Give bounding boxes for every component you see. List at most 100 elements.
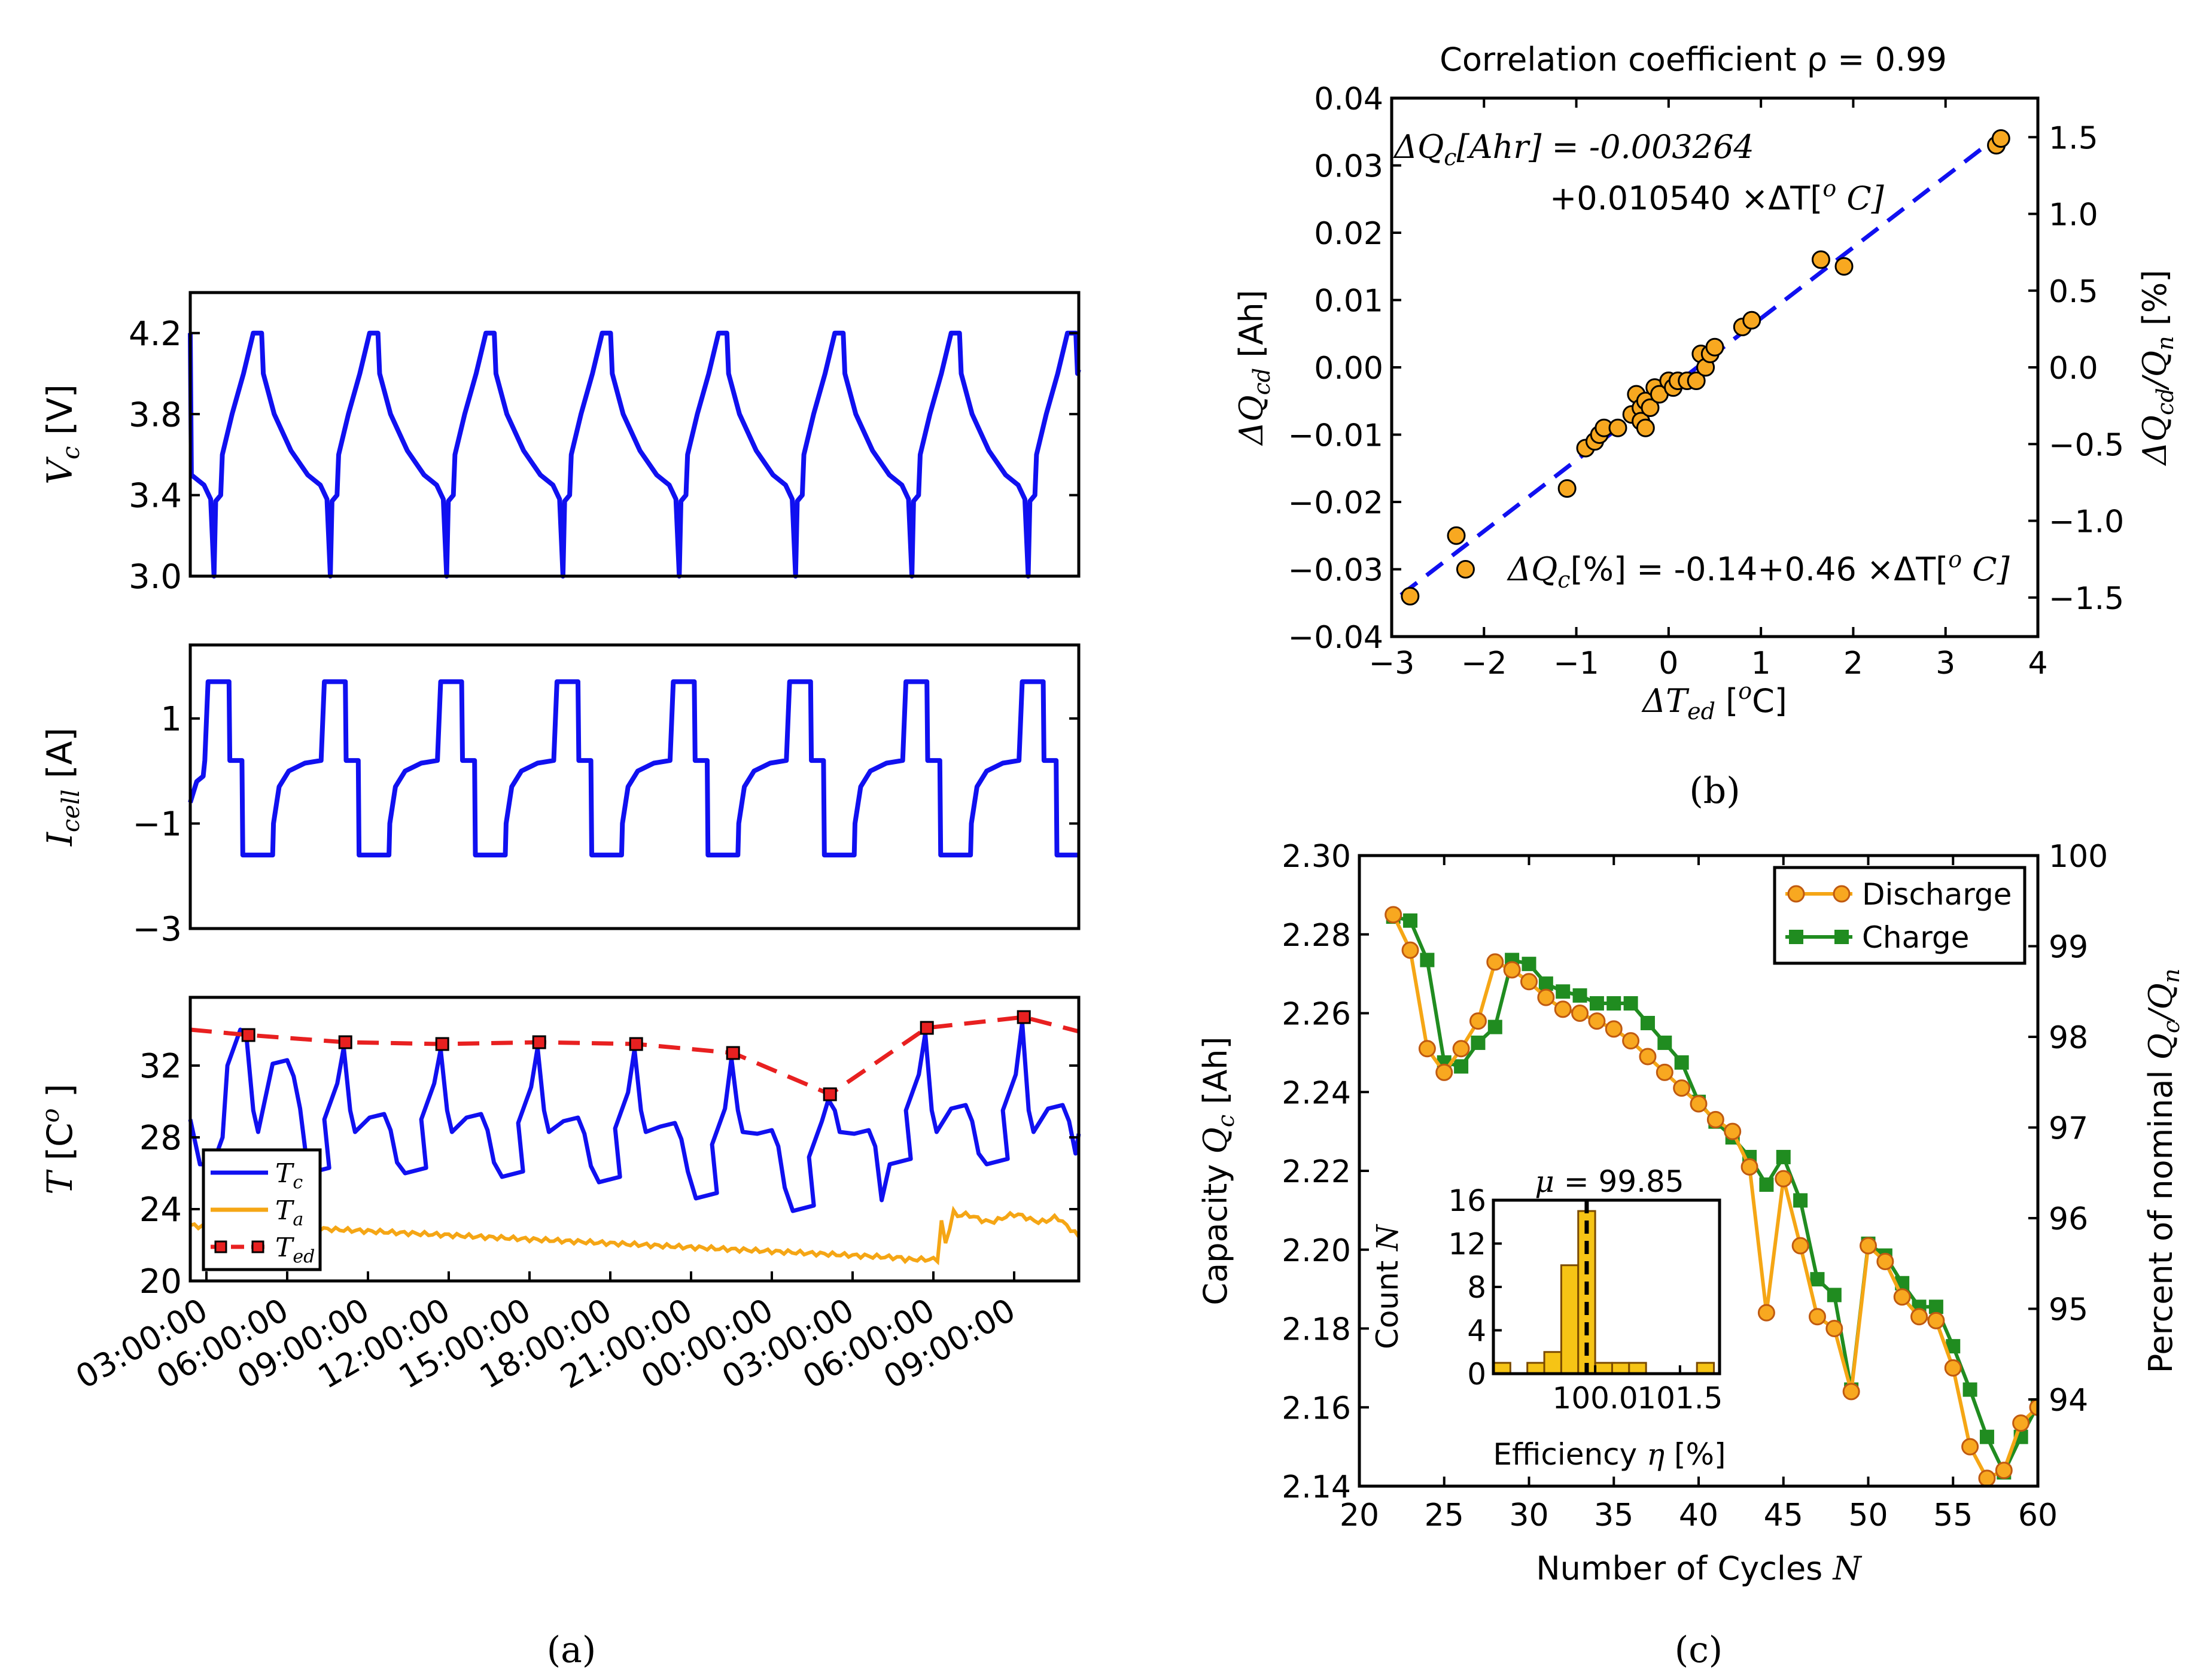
ytick-label: 2.30 (1282, 839, 1351, 875)
panel-c-caption: (c) (1675, 1629, 1723, 1671)
discharge-marker (1435, 1063, 1453, 1081)
scatter-point (1636, 418, 1655, 437)
legend-label-charge: Charge (1862, 920, 1969, 955)
ytick-label: 0.02 (1314, 216, 1383, 252)
xtick-label: 50 (1848, 1498, 1888, 1533)
ytick-label: 3.8 (129, 395, 182, 434)
charge-marker (1572, 988, 1587, 1003)
histogram-bar (1594, 1362, 1613, 1375)
scatter-xticks: −3 −2 −1 0 1 2 3 4 (1369, 98, 2048, 681)
ytick-label: 8 (1467, 1270, 1486, 1305)
discharge-marker (1910, 1308, 1928, 1326)
xtick-label: 45 (1764, 1498, 1803, 1533)
discharge-marker (1757, 1304, 1775, 1322)
y2tick-label: 1.0 (2049, 197, 2098, 233)
scatter-point (1705, 337, 1724, 357)
legend-marker-discharge (1787, 885, 1805, 903)
charge-marker (1589, 996, 1604, 1011)
discharge-marker (1825, 1320, 1843, 1337)
discharge-marker (1656, 1063, 1673, 1081)
panel-a-caption: (a) (547, 1629, 597, 1671)
discharge-marker (1418, 1040, 1436, 1058)
legend-label-discharge: Discharge (1862, 877, 2012, 912)
capacity-xticks: 20 25 30 35 40 45 50 55 60 (1340, 856, 2058, 1533)
discharge-marker (1385, 906, 1402, 924)
capacity-y2ticks: 94 95 96 97 98 99 100 (2028, 839, 2108, 1419)
y2tick-label: −1.5 (2049, 581, 2124, 617)
temperature-ylabel: T [Co ] (37, 1084, 80, 1194)
capacity-xlabel: Number of Cycles N (1536, 1550, 1862, 1587)
discharge-marker (1401, 941, 1419, 959)
y2tick-label: 95 (2049, 1292, 2088, 1328)
panel-b-caption: (b) (1689, 770, 1740, 812)
panel-a: 3.0 3.4 3.8 4.2 Vc [V] −3 −1 1 Icell [A] 20 24… (37, 291, 1081, 1671)
discharge-marker (1706, 1110, 1724, 1128)
scatter-ylabel-right: ΔQcd/Qn [%] (2136, 270, 2178, 466)
temperature-frame (188, 996, 1081, 1283)
y2tick-label: 99 (2049, 930, 2088, 966)
current-axis: −3 −1 1 Icell [A] (39, 643, 1081, 949)
xtick-label: 40 (1679, 1498, 1718, 1533)
regression-annotation-ah-line2: +0.010540 ×ΔT[o C] (1550, 175, 1885, 217)
discharge-marker (1978, 1469, 1996, 1486)
current-frame (188, 643, 1081, 930)
ted-marker (435, 1037, 449, 1051)
discharge-marker (1808, 1308, 1826, 1326)
inset-ylabel: Count N (1370, 1224, 1405, 1349)
discharge-marker (1537, 988, 1555, 1006)
scatter-point (1608, 418, 1627, 437)
discharge-marker (1469, 1012, 1487, 1030)
discharge-marker (1995, 1462, 2013, 1480)
y2tick-label: 100 (2049, 839, 2108, 875)
y2tick-label: −0.5 (2049, 427, 2124, 463)
ytick-label: 4 (1467, 1314, 1486, 1349)
histogram-bar (1526, 1362, 1545, 1375)
ytick-label: −0.04 (1288, 620, 1383, 656)
regression-line (1399, 132, 2003, 597)
inset-yticks: 0 4 8 12 16 (1448, 1183, 1502, 1392)
charge-marker (1962, 1382, 1977, 1397)
discharge-marker (1876, 1253, 1894, 1271)
voltage-ylabel: Vc [V] (39, 384, 85, 485)
discharge-marker (2029, 1398, 2038, 1416)
y2tick-label: 0.0 (2049, 351, 2098, 386)
scatter-y2ticks: −1.5 −1.0 −0.5 0.0 0.5 1.0 1.5 (2028, 120, 2124, 617)
charge-marker (1759, 1177, 1774, 1192)
ytick-label: 2.16 (1282, 1390, 1351, 1426)
scatter-yticks: −0.04 −0.03 −0.02 −0.01 0.00 0.01 0.02 0.03 0.04 (1288, 81, 1401, 656)
discharge-marker (1486, 953, 1504, 971)
legend-label-ted: Ted (275, 1232, 315, 1267)
ytick-label: 0.04 (1314, 81, 1383, 117)
scatter-point (1557, 479, 1577, 498)
charge-marker (1556, 984, 1571, 999)
voltage-plot-area (188, 330, 1081, 579)
discharge-marker (1639, 1048, 1657, 1066)
ytick-label: 0.00 (1314, 351, 1383, 386)
y2tick-label: 0.5 (2049, 274, 2098, 310)
ytick-label: 3.4 (129, 477, 182, 516)
scatter-point (1401, 587, 1420, 605)
ted-marker (532, 1035, 546, 1049)
ytick-label: 0.03 (1314, 149, 1383, 185)
charge-marker (1979, 1429, 1994, 1444)
ytick-label: 28 (139, 1119, 182, 1158)
xtick-label: −3 (1369, 646, 1415, 681)
legend-marker-ted (251, 1240, 264, 1253)
charge-marker (1640, 1015, 1655, 1030)
scatter-xlabel: ΔTed [oC] (1641, 678, 1787, 725)
charge-marker (1810, 1272, 1825, 1287)
discharge-marker (1791, 1237, 1809, 1255)
legend-marker-ted (214, 1240, 227, 1253)
discharge-marker (1860, 1237, 1877, 1255)
y2tick-label: 97 (2049, 1111, 2088, 1147)
discharge-marker (1520, 973, 1538, 991)
scatter-point (1687, 372, 1706, 390)
scatter-point (1834, 257, 1854, 276)
ytick-label: 3.0 (129, 558, 182, 596)
discharge-marker (1622, 1032, 1640, 1050)
xtick-label: 35 (1594, 1498, 1633, 1533)
regression-annotation-pct: ΔQc[%] = -0.14+0.46 ×ΔT[o C] (1507, 546, 2010, 593)
charge-marker (1606, 996, 1621, 1011)
